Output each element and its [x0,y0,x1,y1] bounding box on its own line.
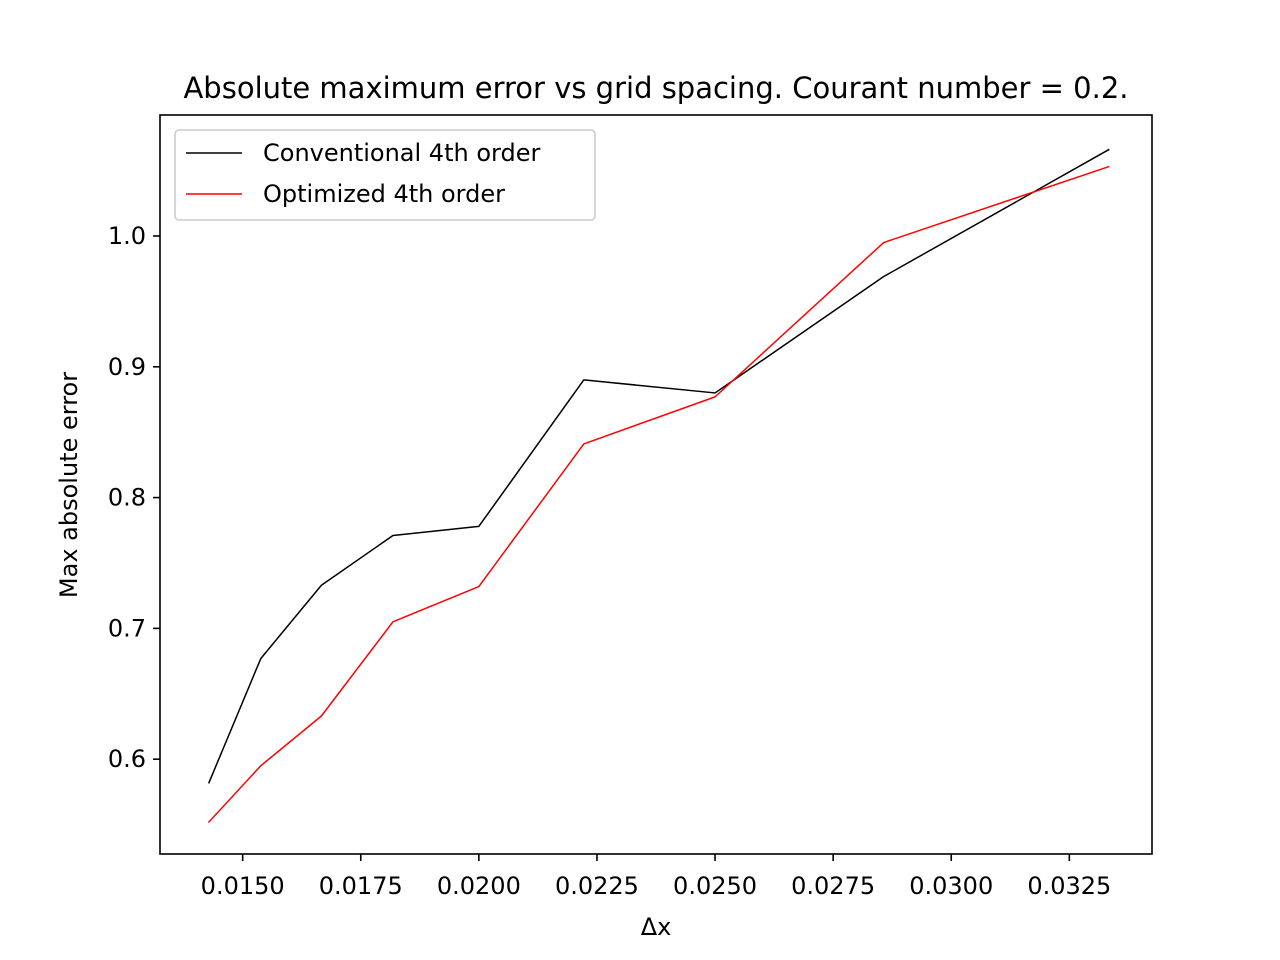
plot-area: 0.0150 0.0175 0.0200 0.0225 0.0250 0.0275 0.03… [108,114,1153,900]
legend: Conventional 4th order Optimized 4th orde… [174,129,596,221]
x-tick-label: 0.0225 [555,872,639,900]
x-tick-label: 0.0275 [791,872,875,900]
x-axis-label: Δx [641,913,672,941]
x-tick-label: 0.0200 [437,872,521,900]
legend-label-1: Conventional 4th order [263,139,540,167]
series-line-2 [207,165,1110,824]
x-tick-label: 0.0150 [201,872,285,900]
legend-box [174,129,596,221]
y-tick-label: 0.7 [108,614,146,642]
series-line-1 [207,148,1110,784]
chart-title: Absolute maximum error vs grid spacing. … [183,71,1128,105]
y-axis-label: Max absolute error [55,372,83,598]
y-tick-label: 1.0 [108,222,146,250]
legend-label-2: Optimized 4th order [263,180,505,208]
plot-frame [159,114,1153,855]
x-tick-label: 0.0300 [909,872,993,900]
y-tick-label: 0.8 [108,484,146,512]
x-tick-label: 0.0325 [1027,872,1111,900]
x-tick-label: 0.0250 [673,872,757,900]
y-tick-label: 0.9 [108,353,146,381]
y-tick-label: 0.6 [108,745,146,773]
x-tick-label: 0.0175 [319,872,403,900]
